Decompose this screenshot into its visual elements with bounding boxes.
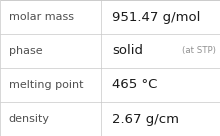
Text: solid: solid [112,44,143,58]
Text: (at STP): (at STP) [183,47,216,55]
Text: 2.67 g/cm: 2.67 g/cm [112,112,179,126]
Text: molar mass: molar mass [9,12,74,22]
Text: phase: phase [9,46,42,56]
Text: melting point: melting point [9,80,83,90]
Text: 465 °C: 465 °C [112,78,158,92]
Text: 951.47 g/mol: 951.47 g/mol [112,10,201,24]
Text: density: density [9,114,50,124]
